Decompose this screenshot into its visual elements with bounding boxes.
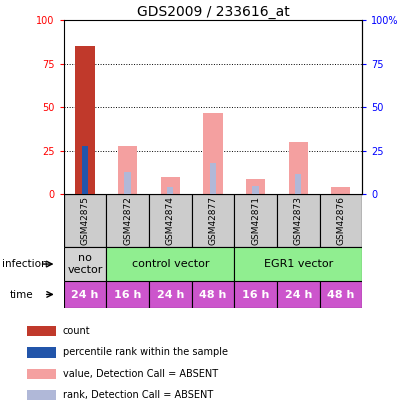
- Text: value, Detection Call = ABSENT: value, Detection Call = ABSENT: [62, 369, 218, 379]
- Bar: [277, 194, 320, 247]
- Bar: [27, 347, 56, 358]
- Bar: [246, 179, 265, 194]
- Title: GDS2009 / 233616_at: GDS2009 / 233616_at: [137, 5, 289, 19]
- Bar: [320, 281, 362, 308]
- Text: 16 h: 16 h: [242, 290, 269, 300]
- Bar: [149, 281, 191, 308]
- Bar: [203, 113, 222, 194]
- Bar: [75, 47, 95, 194]
- Bar: [125, 172, 131, 194]
- Text: GSM42872: GSM42872: [123, 196, 132, 245]
- Bar: [64, 194, 106, 247]
- Text: percentile rank within the sample: percentile rank within the sample: [62, 347, 228, 358]
- Bar: [277, 281, 320, 308]
- Bar: [27, 326, 56, 336]
- Bar: [191, 281, 234, 308]
- Text: 48 h: 48 h: [327, 290, 355, 300]
- Bar: [106, 194, 149, 247]
- Bar: [210, 163, 216, 194]
- Bar: [252, 185, 259, 194]
- Bar: [161, 177, 180, 194]
- Text: no
vector: no vector: [67, 254, 103, 275]
- Bar: [331, 188, 351, 194]
- Text: GSM42873: GSM42873: [294, 196, 303, 245]
- Text: 24 h: 24 h: [156, 290, 184, 300]
- Bar: [320, 194, 362, 247]
- Bar: [118, 146, 137, 194]
- Bar: [234, 247, 362, 281]
- Bar: [191, 194, 234, 247]
- Text: 24 h: 24 h: [71, 290, 99, 300]
- Bar: [82, 146, 88, 194]
- Text: GSM42875: GSM42875: [80, 196, 90, 245]
- Bar: [27, 390, 56, 400]
- Bar: [167, 188, 174, 194]
- Bar: [64, 281, 106, 308]
- Text: infection: infection: [2, 259, 48, 269]
- Text: 16 h: 16 h: [114, 290, 141, 300]
- Bar: [27, 369, 56, 379]
- Text: rank, Detection Call = ABSENT: rank, Detection Call = ABSENT: [62, 390, 213, 400]
- Text: GSM42877: GSM42877: [209, 196, 217, 245]
- Bar: [106, 281, 149, 308]
- Text: control vector: control vector: [131, 259, 209, 269]
- Text: 48 h: 48 h: [199, 290, 226, 300]
- Bar: [234, 194, 277, 247]
- Text: GSM42874: GSM42874: [166, 196, 175, 245]
- Bar: [289, 142, 308, 194]
- Text: GSM42871: GSM42871: [251, 196, 260, 245]
- Bar: [64, 247, 106, 281]
- Bar: [234, 281, 277, 308]
- Text: count: count: [62, 326, 90, 336]
- Text: 24 h: 24 h: [285, 290, 312, 300]
- Bar: [106, 247, 234, 281]
- Bar: [149, 194, 191, 247]
- Text: EGR1 vector: EGR1 vector: [263, 259, 333, 269]
- Text: GSM42876: GSM42876: [336, 196, 345, 245]
- Text: time: time: [10, 290, 33, 300]
- Bar: [295, 173, 301, 194]
